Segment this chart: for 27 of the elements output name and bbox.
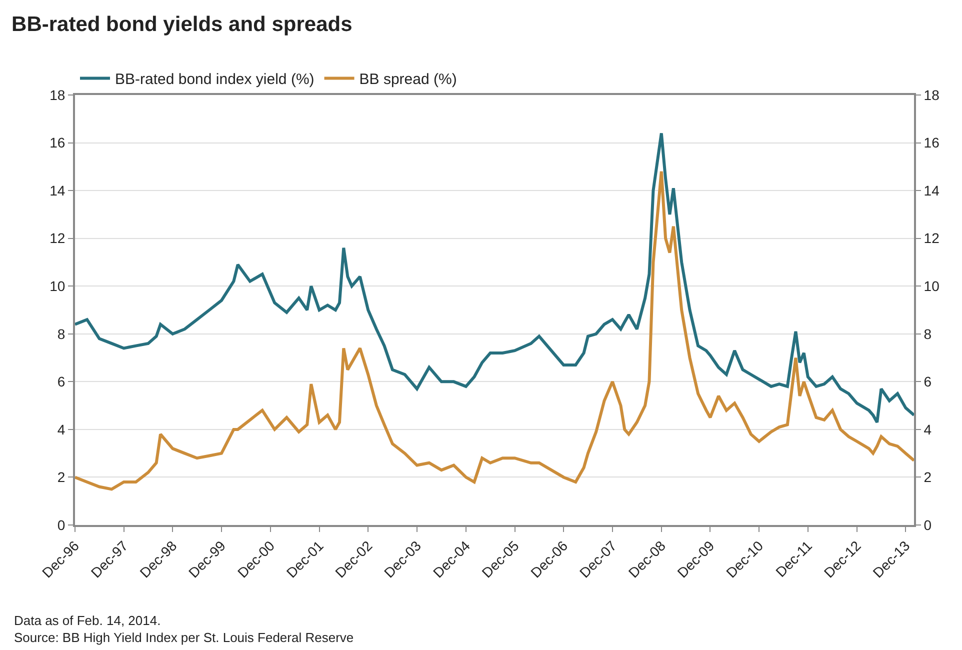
legend-label: BB spread (%) xyxy=(359,71,457,88)
chart-title: BB-rated bond yields and spreads xyxy=(12,12,352,36)
y-tick-label: 4 xyxy=(57,421,66,438)
y-tick-label: 0 xyxy=(57,516,66,533)
y2-tick-label: 12 xyxy=(924,230,940,246)
y-tick-label: 16 xyxy=(50,134,66,151)
y2-tick-label: 18 xyxy=(924,86,940,103)
y2-tick-label: 16 xyxy=(924,134,940,151)
y2-tick-label: 6 xyxy=(924,374,932,390)
y2-tick-label: 14 xyxy=(924,182,940,198)
y2-tick-label: 4 xyxy=(924,421,932,438)
y-tick-label: 10 xyxy=(50,278,66,294)
y2-tick-label: 10 xyxy=(924,278,940,294)
y2-tick-label: 2 xyxy=(924,469,932,486)
source-note: Source: BB High Yield Index per St. Louis Federal Reserve xyxy=(14,630,354,645)
y2-tick-label: 0 xyxy=(924,516,932,533)
line-series xyxy=(75,170,914,491)
y-tick-label: 18 xyxy=(50,86,66,103)
y2-tick-label: 8 xyxy=(924,326,932,342)
y-tick-label: 8 xyxy=(57,326,66,342)
line-series xyxy=(75,132,914,424)
y-tick-label: 2 xyxy=(57,469,66,486)
text: Data as of Feb. 14, 2014. xyxy=(14,613,161,628)
legend-label: BB-rated bond index yield (%) xyxy=(115,71,314,88)
y-tick-label: 6 xyxy=(57,374,66,390)
y-tick-label: 14 xyxy=(50,182,66,198)
y-tick-label: 12 xyxy=(50,230,66,246)
